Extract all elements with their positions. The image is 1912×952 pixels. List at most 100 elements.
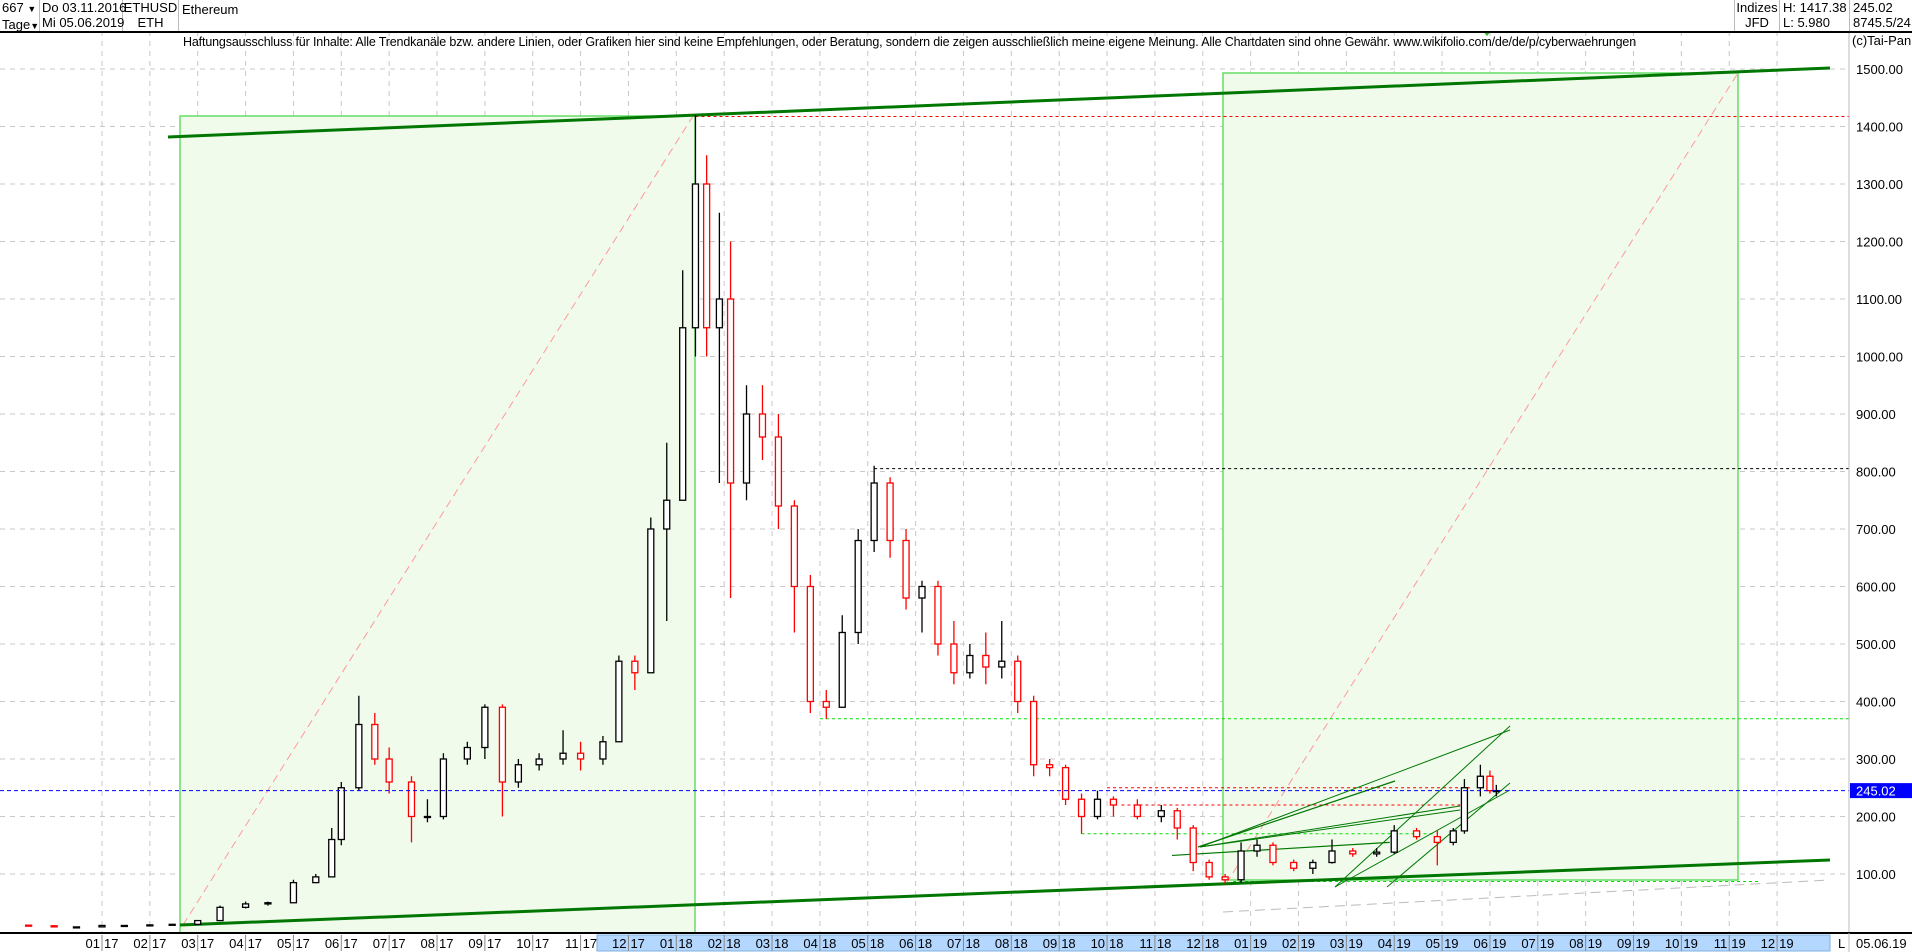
channel-line-5[interactable] [1199, 729, 1511, 848]
y-tick-label: 600.00 [1856, 580, 1896, 595]
period-select[interactable]: Tage [2, 17, 31, 32]
candle [1045, 759, 1054, 777]
candle [559, 730, 567, 765]
candle [1205, 859, 1213, 880]
channel-line-6[interactable] [1199, 805, 1461, 848]
scale-button[interactable]: L [1838, 936, 1845, 951]
x-tick-year: 17 [104, 936, 118, 951]
y-tick-label: 400.00 [1856, 695, 1896, 710]
x-tick-year: 18 [870, 936, 884, 951]
volume-info: 8745.5/24 [1853, 15, 1911, 30]
candle [1133, 799, 1142, 820]
disclaimer-text: Haftungsausschluss für Inhalte: Alle Tre… [183, 35, 1637, 49]
exchange-group: Indizes [1736, 0, 1778, 15]
candle [1349, 848, 1357, 857]
candle [535, 753, 543, 771]
date-from[interactable]: Do 03.11.2016 [42, 0, 127, 15]
x-tick-month: 05 [851, 936, 865, 951]
candle [691, 115, 700, 357]
channel-upper-steep[interactable] [1334, 725, 1511, 888]
bar-count[interactable]: 667 [2, 0, 24, 15]
x-tick-year: 18 [965, 936, 979, 951]
y-tick-label: 1400.00 [1856, 120, 1903, 135]
candle-body [1173, 810, 1181, 829]
x-tick-year: 19 [1301, 936, 1315, 951]
x-tick-month: 04 [229, 936, 243, 951]
channel-line-1[interactable] [1197, 780, 1396, 848]
horizontal-levels [695, 116, 1849, 882]
candle-body [806, 585, 814, 703]
y-tick-label: 100.00 [1856, 867, 1896, 882]
candle-body [1157, 810, 1165, 818]
x-tick-year: 18 [1157, 936, 1171, 951]
candle [870, 465, 878, 552]
x-tick-year: 18 [678, 936, 692, 951]
channel-line-2[interactable] [1172, 836, 1390, 861]
candle-body [838, 631, 846, 708]
candle [679, 270, 687, 501]
channel-line-3[interactable] [1199, 809, 1461, 848]
symbol-cell[interactable]: ETHUSD ETH [123, 0, 179, 31]
candle-body [982, 654, 990, 668]
dropdown-arrow-icon[interactable]: ▼ [30, 21, 40, 31]
range-box-left [179, 115, 696, 934]
channel-line-4[interactable] [1334, 789, 1511, 888]
candle-body [72, 926, 81, 929]
x-tick-month: 09 [1617, 936, 1631, 951]
date-range-cell[interactable]: Do 03.11.2016 Mi 05.06.2019 [40, 0, 127, 31]
candle-body [615, 660, 623, 743]
candle-body [715, 298, 724, 329]
candle [168, 923, 176, 926]
candle [576, 741, 585, 771]
candle [902, 529, 910, 610]
y-tick-label: 900.00 [1856, 407, 1896, 422]
dropdown-arrow-icon[interactable]: ▼ [27, 4, 37, 14]
candle [1309, 859, 1317, 874]
x-tick-month: 10 [1091, 936, 1105, 951]
x-tick-month: 04 [803, 936, 817, 951]
last-value: 245.02 [1853, 0, 1893, 15]
candle [702, 155, 711, 357]
candle [481, 704, 489, 759]
trendline-top[interactable] [167, 66, 1831, 139]
candle [72, 926, 81, 929]
x-tick-month: 03 [756, 936, 770, 951]
x-tick-month: 11 [1139, 936, 1153, 951]
candle [312, 874, 320, 884]
price-axis-bg [1850, 31, 1912, 933]
candle [1109, 796, 1118, 817]
candle-body [168, 923, 176, 926]
x-tick-year: 17 [487, 936, 501, 951]
x-tick-year: 17 [248, 936, 262, 951]
candle-body [1269, 844, 1277, 864]
date-to[interactable]: Mi 05.06.2019 [42, 15, 125, 30]
x-tick-month: 02 [1282, 936, 1296, 951]
x-tick-year: 18 [1205, 936, 1219, 951]
trendline-bottom[interactable] [179, 858, 1831, 927]
x-tick-month: 06 [899, 936, 913, 951]
x-tick-month: 01 [86, 936, 100, 951]
candle-body [918, 585, 926, 599]
candle-body [146, 924, 154, 927]
x-tick-month: 08 [421, 936, 435, 951]
y-tick-label: 1500.00 [1856, 62, 1903, 77]
channel-lower-steep[interactable] [1386, 782, 1511, 888]
candle-body [631, 660, 639, 674]
candle [194, 919, 202, 925]
candle [1486, 770, 1494, 794]
candle [1460, 779, 1469, 834]
candle [514, 759, 523, 788]
x-tick-month: 02 [708, 936, 722, 951]
exchange: JFD [1745, 15, 1769, 30]
candle [216, 905, 224, 922]
x-tick-month: 01 [660, 936, 674, 951]
bar-count-cell[interactable]: 667 ▼ Tage▼ [0, 0, 40, 32]
x-tick-month: 03 [181, 936, 195, 951]
x-tick-month: 07 [1521, 936, 1535, 951]
y-tick-label: 300.00 [1856, 752, 1896, 767]
candle-body [950, 643, 958, 674]
candle [966, 644, 974, 679]
candle-body [535, 758, 543, 766]
candle-body [790, 505, 799, 588]
